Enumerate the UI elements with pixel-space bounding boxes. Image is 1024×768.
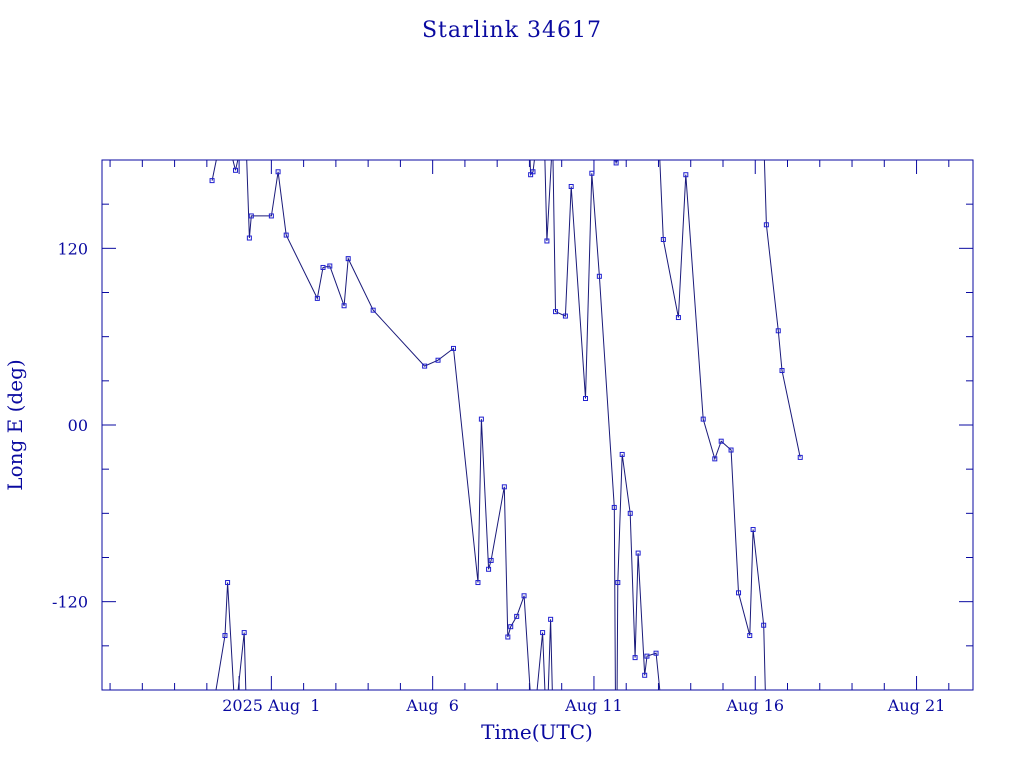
series-line-segment bbox=[237, 632, 247, 690]
data-point bbox=[435, 357, 441, 363]
data-point bbox=[642, 672, 648, 678]
data-point bbox=[508, 624, 514, 630]
data-point bbox=[450, 345, 456, 351]
data-point bbox=[225, 580, 231, 586]
data-point bbox=[422, 363, 428, 369]
data-point bbox=[488, 557, 494, 563]
data-point bbox=[209, 178, 215, 184]
x-tick-label: Aug 16 bbox=[725, 696, 784, 715]
data-point bbox=[611, 504, 617, 510]
data-point bbox=[314, 295, 320, 301]
data-point bbox=[521, 593, 527, 599]
data-point bbox=[475, 580, 481, 586]
x-tick-label: Aug 6 bbox=[405, 696, 458, 715]
series-line-segment bbox=[547, 619, 553, 690]
data-point bbox=[660, 237, 666, 242]
data-point bbox=[248, 213, 254, 219]
data-layer bbox=[209, 160, 803, 690]
y-tick-label: -120 bbox=[52, 593, 88, 612]
series-line-segment bbox=[544, 160, 552, 242]
series-line-segment bbox=[552, 160, 616, 690]
data-point bbox=[540, 630, 546, 636]
data-point bbox=[750, 527, 756, 533]
series-line-segment bbox=[536, 632, 546, 690]
tick-labels: 2025 Aug 1 Aug 6 Aug 11 Aug 16 Aug 21 -120 00 1… bbox=[52, 239, 945, 715]
data-point bbox=[613, 160, 619, 166]
data-point bbox=[327, 263, 333, 269]
data-point bbox=[486, 566, 492, 572]
data-point bbox=[797, 454, 803, 460]
data-point bbox=[544, 238, 550, 244]
y-axis-label: Long E (deg) bbox=[3, 359, 27, 490]
data-point bbox=[320, 264, 326, 270]
series-line-segment bbox=[529, 160, 535, 177]
data-point bbox=[712, 456, 718, 462]
x-axis-label: Time(UTC) bbox=[481, 720, 593, 744]
data-point bbox=[736, 590, 742, 596]
data-point bbox=[246, 235, 252, 241]
data-point bbox=[653, 650, 659, 656]
data-point bbox=[505, 634, 511, 640]
data-point bbox=[501, 484, 507, 490]
data-point bbox=[683, 172, 689, 178]
data-point bbox=[619, 451, 625, 457]
data-point bbox=[627, 510, 633, 516]
axis-ticks bbox=[102, 160, 973, 690]
data-point bbox=[514, 613, 520, 619]
data-point bbox=[718, 438, 724, 444]
data-point bbox=[478, 416, 484, 422]
data-point bbox=[763, 222, 769, 228]
data-point bbox=[222, 633, 228, 639]
plot-frame bbox=[101, 159, 974, 691]
y-tick-label: 00 bbox=[68, 416, 88, 435]
data-point bbox=[761, 622, 767, 628]
data-point bbox=[779, 368, 785, 374]
series-line-segment bbox=[246, 160, 531, 690]
series-line-segment bbox=[215, 582, 235, 690]
data-point bbox=[553, 309, 559, 315]
data-point bbox=[345, 256, 351, 262]
series-line-segment bbox=[232, 160, 239, 171]
data-point bbox=[775, 328, 781, 334]
data-point bbox=[583, 396, 589, 401]
data-point bbox=[589, 170, 595, 176]
data-point bbox=[283, 232, 289, 238]
data-point bbox=[370, 307, 376, 313]
data-point bbox=[728, 447, 734, 453]
data-point bbox=[241, 630, 247, 636]
series-line-segment bbox=[659, 160, 766, 690]
data-point bbox=[562, 313, 568, 319]
data-point bbox=[268, 213, 274, 219]
data-point bbox=[675, 315, 681, 321]
y-tick-label: 120 bbox=[57, 239, 88, 258]
data-point bbox=[275, 169, 281, 175]
series-line-segment bbox=[763, 160, 801, 458]
data-point bbox=[615, 580, 621, 586]
series-line-segment bbox=[616, 454, 661, 690]
series-line-segment bbox=[211, 160, 217, 181]
data-point bbox=[341, 303, 347, 309]
data-point bbox=[232, 167, 238, 173]
x-tick-label: Aug 11 bbox=[564, 696, 623, 715]
x-tick-label: Aug 21 bbox=[887, 696, 946, 715]
x-tick-label: 2025 Aug 1 bbox=[222, 696, 320, 715]
data-point bbox=[700, 416, 706, 422]
chart-title: Starlink 34617 bbox=[422, 18, 602, 43]
data-point bbox=[530, 169, 536, 175]
data-point bbox=[568, 184, 574, 189]
data-point bbox=[548, 616, 554, 622]
data-point bbox=[747, 633, 753, 639]
data-point bbox=[644, 653, 650, 659]
data-point bbox=[596, 273, 602, 279]
data-point bbox=[635, 550, 641, 556]
data-point bbox=[632, 655, 638, 661]
